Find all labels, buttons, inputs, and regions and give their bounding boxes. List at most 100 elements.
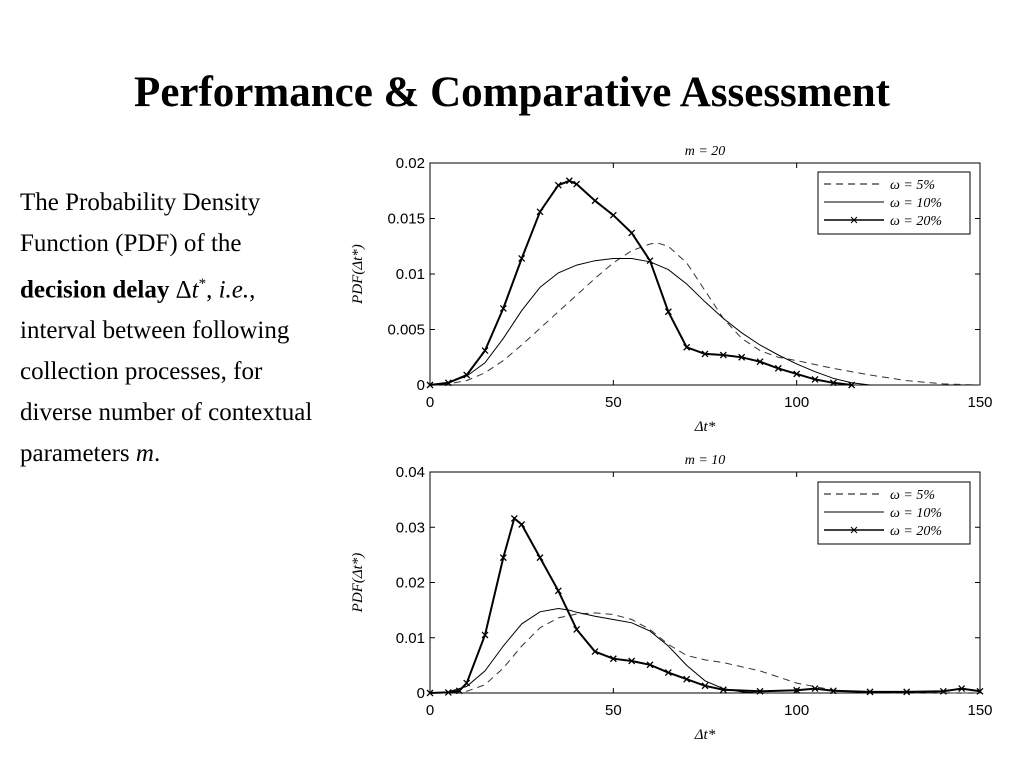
- chart-2-series-2-line: [429, 607, 761, 694]
- chart-2-legend-marker: [850, 526, 858, 534]
- chart-2-ytick-label: 0.03: [396, 519, 425, 536]
- chart-1-series-3-line: [429, 179, 852, 386]
- chart-2-series-3-line: [429, 516, 981, 694]
- chart-2-series-3-point: [499, 554, 507, 562]
- text-period: .: [153, 440, 161, 468]
- chart-2-series-3-point: [536, 554, 544, 562]
- chart-2-ylabel: PDF(Δt*): [350, 553, 366, 614]
- chart-2-legend-box: [817, 481, 971, 545]
- chart-1-series-3-point: [591, 197, 599, 205]
- chart-1-series-3-point: [444, 379, 452, 387]
- chart-2-series-3-point: [958, 685, 966, 693]
- chart-2-xtick-label: 150: [967, 702, 992, 719]
- chart-1-series-3-point: [426, 381, 434, 389]
- chart-1-series-3-point: [829, 379, 837, 387]
- chart-1-ylabel: PDF(Δt*): [350, 244, 366, 305]
- chart-1-series-3-point: [573, 180, 581, 188]
- chart-1-xlabel: Δt*: [694, 419, 716, 435]
- chart-2-series-3-point: [554, 587, 562, 595]
- chart-2-legend-label-2: ω = 10%: [890, 506, 942, 521]
- text-intro: The Probability Density Function (PDF) o…: [20, 189, 261, 257]
- chart-1-series-3-point: [756, 358, 764, 366]
- text-decision-delay: decision delay: [20, 276, 170, 304]
- chart-1-series-3-point: [609, 211, 617, 219]
- chart-2-series-3-point: [664, 669, 672, 677]
- chart-1-series-3-point: [664, 308, 672, 316]
- chart-1-series-3-point: [701, 350, 709, 358]
- chart-1-series-3-point: [774, 364, 782, 372]
- chart-2-series-3-point: [573, 626, 581, 633]
- chart-1-title: m = 20: [685, 144, 726, 159]
- chart-2-series-3-point: [903, 688, 911, 696]
- chart-1-series-3-point: [719, 351, 727, 359]
- chart-2-series-3-point: [811, 685, 819, 693]
- text-delta: Δ: [175, 276, 192, 304]
- chart-2-series-3-point: [701, 682, 709, 690]
- text-ie: i.e.,: [218, 276, 256, 304]
- chart-1-xtick-label: 100: [784, 394, 809, 411]
- chart-1-series-1-line: [429, 242, 981, 386]
- chart-2-ytick-label: 0: [417, 685, 425, 702]
- chart-2-series-3-point: [510, 514, 518, 522]
- chart-1-ytick-label: 0.02: [396, 155, 425, 172]
- chart-2-series-3-point: [628, 657, 636, 665]
- chart-2-legend-label-3: ω = 20%: [890, 524, 942, 539]
- chart-1-series-3-point: [518, 255, 526, 262]
- chart-2-xlabel: Δt*: [694, 727, 716, 743]
- chart-1: m = 20 0 50 100 150 0 0.005 0.01 0.015 0.02 Δt* PDF…: [350, 144, 993, 435]
- chart-1-series-3-point: [646, 257, 654, 265]
- chart-2-series-3-point: [455, 687, 463, 695]
- chart-2-series-1-line: [429, 612, 980, 694]
- chart-2-series-3-point: [683, 675, 691, 683]
- chart-2-xtick-label: 50: [605, 702, 622, 719]
- chart-1-series-3-point: [628, 229, 636, 237]
- chart-1-series-3-point: [738, 353, 746, 361]
- chart-1-ytick-label: 0.015: [387, 211, 425, 228]
- chart-1-legend-marker: [850, 216, 858, 224]
- chart-2-title: m = 10: [685, 453, 726, 468]
- text-t: t: [191, 276, 199, 304]
- chart-1-series-3-point: [499, 304, 507, 312]
- chart-2-series-3-point: [591, 648, 599, 656]
- chart-2-series-3-point: [866, 688, 874, 696]
- text-description: interval between following collection pr…: [20, 317, 313, 468]
- chart-2-series-3-point: [518, 521, 526, 528]
- chart-2-xtick-label: 100: [784, 702, 809, 719]
- text-star: *: [198, 276, 207, 292]
- chart-1-legend-label-1: ω = 5%: [890, 178, 935, 193]
- chart-1-series-3-point: [683, 343, 691, 351]
- text-comma: ,: [206, 276, 213, 304]
- chart-2-series-3-point: [426, 689, 434, 697]
- chart-1-series-3-point: [565, 177, 573, 185]
- chart-2-series-3-point: [463, 679, 471, 687]
- chart-1-legend-label-2: ω = 10%: [890, 196, 942, 211]
- chart-1-series-3-point: [811, 375, 819, 383]
- slide-body-text: The Probability Density Function (PDF) o…: [20, 182, 320, 474]
- chart-2-series-3-point: [939, 687, 947, 695]
- chart-2: m = 10 0 50 100 150 0 0.01 0.02 0.03 0.04 Δt* PDF(Δ…: [350, 453, 993, 743]
- chart-1-legend-label-3: ω = 20%: [890, 214, 942, 229]
- chart-1-series-3-point: [554, 181, 562, 189]
- chart-2-series-3-point: [719, 686, 727, 694]
- chart-1-legend-box: [817, 171, 971, 235]
- chart-1-series-2-line: [429, 258, 871, 386]
- chart-1-series-3-point: [793, 370, 801, 378]
- chart-2-series-3-point: [444, 688, 452, 696]
- chart-1-ytick-label: 0: [417, 377, 425, 394]
- chart-1-ytick-label: 0.01: [396, 266, 425, 283]
- chart-1-series-3-point: [463, 371, 471, 379]
- chart-1-series-3-point: [848, 381, 856, 389]
- text-m: m: [135, 440, 154, 468]
- chart-1-xtick-label: 50: [605, 394, 622, 411]
- chart-2-series-3-point: [481, 631, 489, 639]
- chart-2-ytick-label: 0.01: [396, 630, 425, 647]
- chart-1-xtick-label: 0: [426, 394, 434, 411]
- chart-2-series-3-point: [976, 687, 984, 695]
- chart-2-series-3-point: [609, 655, 617, 663]
- chart-2-series-3-point: [756, 687, 764, 695]
- chart-2-ytick-label: 0.04: [396, 464, 425, 481]
- chart-1-series-3-point: [481, 347, 489, 355]
- chart-1-series-3-point: [536, 208, 544, 216]
- slide-title: Performance & Comparative Assessment: [134, 69, 890, 116]
